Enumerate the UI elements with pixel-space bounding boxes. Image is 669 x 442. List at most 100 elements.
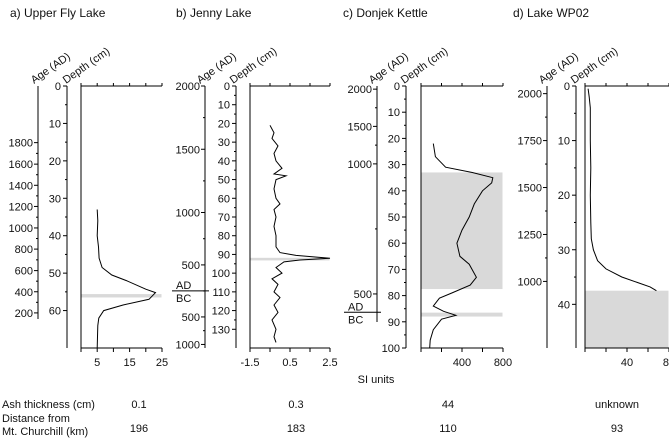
x-tick-label: 25: [156, 357, 168, 369]
panel-title: d) Lake WP02: [513, 6, 589, 20]
depth-tick-label: 0: [564, 81, 570, 93]
depth-tick-label: 20: [49, 156, 61, 168]
depth-tick-label: 70: [218, 212, 230, 224]
x-tick-label: 0.5: [282, 357, 297, 369]
footer: Ash thickness (cm) Distance from Mt. Chu…: [2, 399, 639, 438]
depth-tick-label: 100: [382, 343, 400, 355]
depth-tick-label: 50: [49, 268, 61, 280]
x-tick-label: 5: [94, 357, 100, 369]
ash-band: [81, 294, 162, 298]
age-tick-label: 1500: [348, 121, 372, 133]
depth-tick-label: 60: [218, 193, 230, 205]
depth-tick-label: 60: [388, 238, 400, 250]
age-tick-label: 1000: [176, 208, 200, 220]
bc-label: BC: [176, 293, 191, 305]
x-tick-label: 80: [663, 357, 669, 369]
depth-tick-label: 120: [212, 306, 230, 318]
panel-title: b) Jenny Lake: [176, 6, 252, 20]
distance-value: 183: [287, 423, 305, 435]
age-tick-label: 500: [182, 312, 200, 324]
depth-tick-label: 50: [218, 175, 230, 187]
depth-tick-label: 20: [218, 118, 230, 130]
x-tick-label: 2.5: [322, 357, 337, 369]
panel-title: a) Upper Fly Lake: [10, 6, 106, 20]
age-tick-label: 2000: [518, 89, 542, 101]
depth-tick-label: 10: [218, 100, 230, 112]
si-series-line: [96, 209, 157, 349]
depth-tick-label: 10: [49, 118, 61, 130]
bc-label: BC: [348, 314, 363, 326]
age-tick-label: 2000: [176, 81, 200, 93]
depth-tick-label: 0: [55, 81, 61, 93]
age-tick-label: 1000: [518, 276, 542, 288]
ash-thickness-value: 0.1: [131, 399, 146, 411]
age-tick-label: 1800: [9, 138, 33, 150]
depth-tick-label: 40: [218, 156, 230, 168]
age-tick-label: 1000: [176, 339, 200, 351]
depth-tick-label: 40: [388, 186, 400, 198]
distance-value: 196: [130, 423, 148, 435]
age-tick-label: 1400: [9, 180, 33, 192]
depth-tick-label: 20: [388, 133, 400, 145]
depth-tick-label: 20: [558, 190, 570, 202]
depth-axis-title: Depth (cm): [399, 45, 450, 86]
depth-tick-label: 30: [558, 245, 570, 257]
depth-axis-title: Depth (cm): [61, 45, 112, 86]
depth-tick-label: 0: [224, 81, 230, 93]
age-tick-label: 1200: [9, 201, 33, 213]
depth-tick-label: 40: [558, 299, 570, 311]
depth-tick-label: 0: [394, 81, 400, 93]
age-tick-label: 1500: [176, 144, 200, 156]
depth-tick-label: 90: [218, 249, 230, 261]
depth-axis-title: Depth (cm): [569, 45, 620, 86]
si-series-line: [429, 143, 494, 349]
x-axis-label: SI units: [358, 374, 395, 386]
footer-values: 0.1 196 0.3 183 44 110 unknown 93: [130, 399, 639, 435]
age-tick-label: 800: [15, 244, 33, 256]
x-tick-label: 40: [621, 357, 633, 369]
ad-label: AD: [176, 280, 191, 292]
x-tick-label: 400: [453, 357, 471, 369]
ash-band: [421, 312, 503, 317]
x-tick-label: 800: [494, 357, 512, 369]
age-tick-label: 1600: [9, 159, 33, 171]
age-tick-label: 1500: [518, 183, 542, 195]
depth-tick-label: 40: [49, 231, 61, 243]
ash-thickness-label: Ash thickness (cm): [2, 399, 95, 411]
age-tick-label: 200: [15, 308, 33, 320]
x-tick-label: -1.5: [241, 357, 260, 369]
depth-tick-label: 70: [388, 264, 400, 276]
age-tick-label: 500: [182, 260, 200, 272]
depth-tick-label: 80: [218, 231, 230, 243]
depth-tick-label: 80: [388, 291, 400, 303]
depth-tick-label: 30: [49, 193, 61, 205]
depth-tick-label: 30: [218, 137, 230, 149]
depth-tick-label: 100: [212, 268, 230, 280]
x-tick-label: 15: [123, 357, 135, 369]
depth-tick-label: 30: [388, 160, 400, 172]
depth-tick-label: 10: [388, 107, 400, 119]
age-tick-label: 500: [354, 289, 372, 301]
ad-label: AD: [348, 301, 363, 313]
ash-band: [250, 257, 330, 261]
age-tick-label: 1000: [348, 159, 372, 171]
ash-thickness-value: 44: [442, 399, 454, 411]
age-tick-label: 400: [15, 287, 33, 299]
si-series-line: [269, 125, 331, 343]
ash-thickness-value: 0.3: [288, 399, 303, 411]
panel-title: c) Donjek Kettle: [343, 6, 428, 20]
age-tick-label: 1250: [518, 229, 542, 241]
depth-tick-label: 10: [558, 136, 570, 148]
depth-tick-label: 130: [212, 324, 230, 336]
depth-axis-title: Depth (cm): [228, 45, 279, 86]
depth-tick-label: 60: [49, 306, 61, 318]
distance-label-line1: Distance from: [2, 413, 70, 425]
age-tick-label: 2000: [348, 84, 372, 96]
depth-tick-label: 50: [388, 212, 400, 224]
ash-band: [585, 290, 669, 348]
